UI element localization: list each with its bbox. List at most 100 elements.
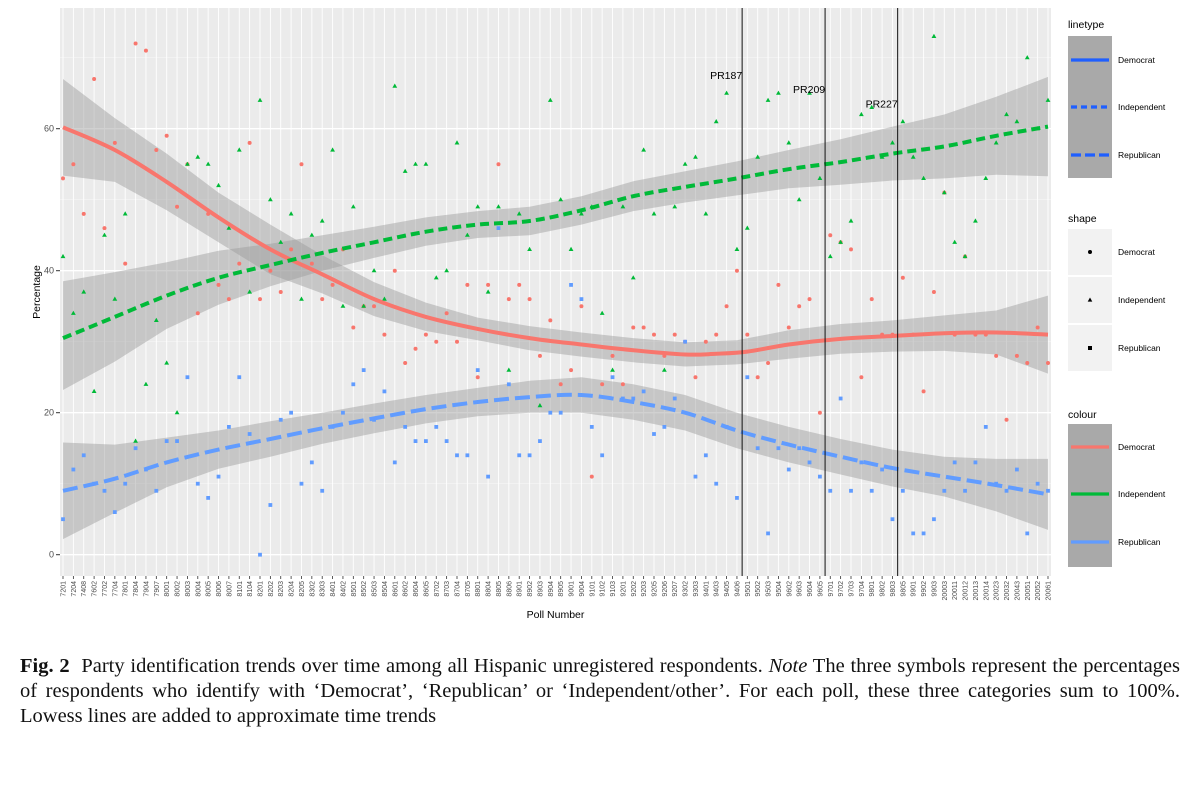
point-independent — [226, 225, 232, 230]
legend-shape-label: Democrat — [1118, 247, 1155, 257]
point-independent — [247, 289, 253, 294]
point-democrat — [455, 339, 459, 344]
point-independent — [599, 310, 605, 315]
point-republican — [413, 439, 418, 443]
confidence-band-republican — [63, 377, 1048, 540]
annotation-label: PR187 — [710, 70, 742, 82]
point-independent — [267, 197, 273, 202]
point-republican — [1014, 467, 1019, 472]
legend-title-shape: shape — [1068, 213, 1097, 225]
x-tick-label: 9103 — [610, 581, 617, 597]
legend-colour-label: Independent — [1118, 489, 1166, 499]
point-republican — [382, 389, 387, 394]
point-republican — [102, 488, 107, 493]
x-tick-label: 8604 — [413, 581, 420, 597]
x-tick-label: 8002 — [175, 581, 182, 597]
point-republican — [745, 375, 750, 380]
point-democrat — [423, 332, 428, 337]
caption-figure-label: Fig. 2 — [20, 655, 70, 677]
legend-linetype-label: Democrat — [1118, 55, 1155, 65]
x-tick-label: 7702 — [102, 581, 109, 597]
x-tick-label: 8902 — [527, 581, 534, 597]
point-independent — [153, 317, 159, 322]
point-independent — [174, 410, 180, 415]
x-tick-label: 9203 — [641, 581, 648, 597]
point-democrat — [92, 77, 97, 81]
point-independent — [765, 97, 771, 102]
x-tick-label: 8101 — [237, 581, 244, 597]
point-republican — [320, 488, 325, 493]
point-democrat — [766, 361, 771, 365]
x-tick-label: 8006 — [216, 581, 223, 597]
point-independent — [112, 296, 118, 301]
point-independent — [299, 296, 304, 301]
point-republican — [1025, 531, 1030, 536]
point-republican — [61, 517, 65, 522]
x-tick-label: 9401 — [703, 581, 710, 597]
point-democrat — [517, 282, 522, 287]
x-tick-label: 9202 — [631, 581, 638, 597]
point-independent — [755, 154, 761, 159]
x-tick-label: 9101 — [589, 581, 596, 597]
lowess-line-democrat — [62, 125, 1049, 357]
x-tick-label: 8504 — [382, 581, 389, 597]
confidence-bands — [63, 76, 1048, 540]
point-republican — [71, 467, 76, 472]
point-republican — [226, 425, 231, 429]
points-democrat — [61, 41, 1050, 479]
point-democrat — [1046, 361, 1050, 365]
lowess-line-independent — [62, 124, 1049, 340]
x-tick-label: 9207 — [672, 581, 679, 597]
point-independent — [693, 154, 698, 159]
point-republican — [517, 453, 522, 458]
point-republican — [693, 474, 698, 479]
x-tick-label: 8501 — [351, 581, 358, 597]
plot-panel — [60, 8, 1051, 576]
x-tick-label: 8905 — [558, 581, 565, 597]
x-tick-label: 8004 — [195, 581, 202, 597]
point-independent — [527, 246, 532, 251]
point-republican — [475, 368, 480, 372]
x-tick-label: 7907 — [154, 581, 161, 597]
point-democrat — [1035, 325, 1040, 330]
legend-linetype-label: Independent — [1118, 102, 1166, 112]
point-independent — [91, 388, 97, 393]
point-democrat — [237, 261, 242, 266]
x-tick-label: 7602 — [92, 581, 99, 597]
point-independent — [786, 140, 792, 145]
x-tick-label: 20052 — [1035, 581, 1042, 601]
point-republican — [714, 481, 719, 486]
point-republican — [735, 496, 739, 500]
point-democrat — [247, 140, 252, 145]
point-republican — [672, 396, 677, 401]
point-independent — [672, 204, 678, 209]
point-independent — [496, 204, 501, 209]
point-republican — [983, 425, 988, 429]
point-independent — [941, 190, 947, 195]
point-democrat — [849, 247, 853, 252]
x-tick-label: 8903 — [537, 581, 544, 597]
x-tick-label: 20013 — [973, 581, 980, 601]
point-republican — [973, 460, 978, 465]
point-republican — [797, 446, 802, 451]
point-democrat — [506, 297, 511, 302]
point-democrat — [931, 290, 936, 294]
point-republican — [1046, 488, 1050, 493]
point-independent — [796, 197, 802, 202]
confidence-band-independent — [63, 76, 1048, 391]
x-tick-label: 9802 — [880, 581, 887, 597]
point-independent — [371, 268, 377, 273]
point-republican — [569, 283, 573, 287]
point-democrat — [652, 332, 656, 337]
x-tick-label: 7904 — [143, 581, 150, 597]
point-democrat — [600, 382, 605, 387]
point-republican — [900, 488, 905, 493]
point-democrat — [268, 268, 273, 273]
x-tick-label: 9501 — [745, 581, 752, 597]
point-democrat — [641, 325, 646, 330]
x-tick-label: 9405 — [724, 581, 731, 597]
figure-caption: Fig. 2 Party identification trends over … — [20, 654, 1180, 729]
point-republican — [309, 460, 314, 465]
chart-svg: PR187 PR209 PR227 0 20 40 60 Percentage 7201 7204… — [31, 8, 1166, 621]
legend-title-colour: colour — [1068, 409, 1097, 421]
